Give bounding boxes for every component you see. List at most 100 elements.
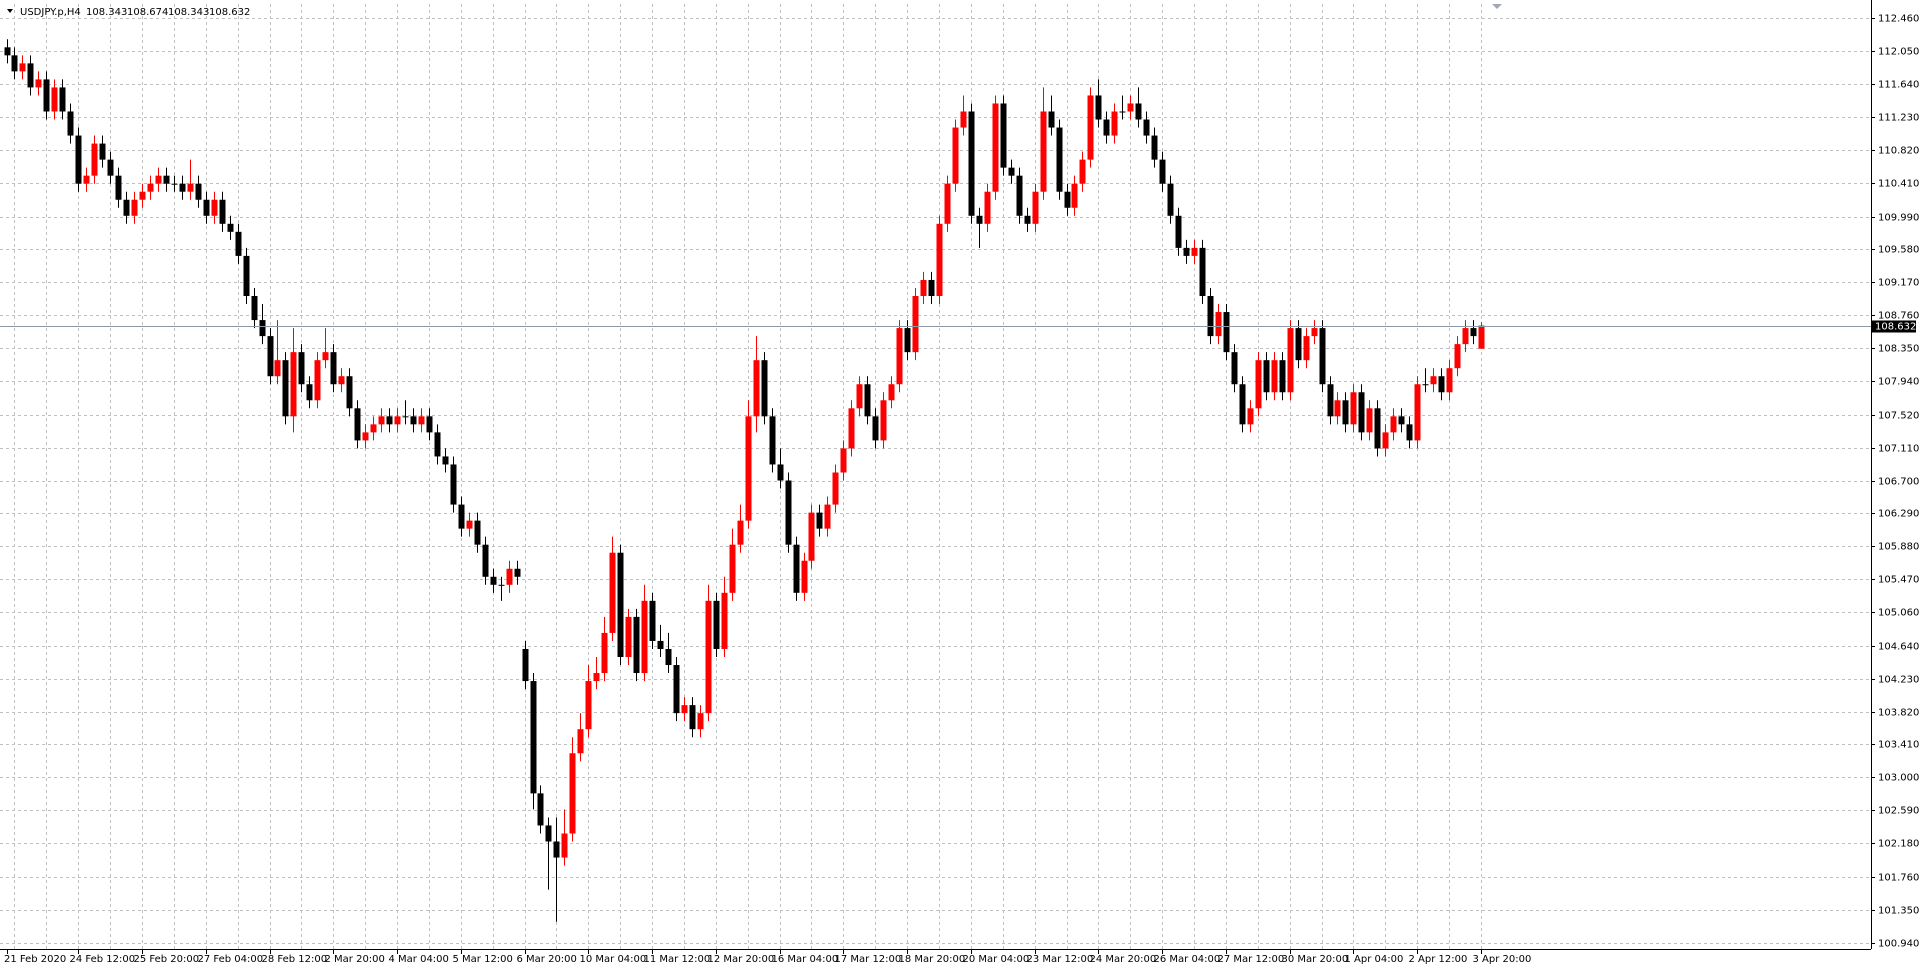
candle-body [1287, 328, 1294, 393]
candle-body [290, 352, 297, 417]
candle-body [896, 328, 903, 385]
candle-body [1454, 344, 1461, 369]
candle-body [729, 544, 736, 593]
candle-body [370, 424, 377, 433]
candle-body [920, 279, 927, 297]
candle-body [928, 279, 935, 297]
candle-body [1279, 360, 1286, 393]
ohlc-high: 108.674 [127, 7, 168, 18]
candle-body [649, 600, 656, 641]
candle-body [1446, 368, 1453, 393]
candle-body [633, 616, 640, 674]
y-tick-label: 109.170 [1878, 278, 1919, 289]
candle-body [1183, 247, 1190, 256]
x-tick-label: 24 Mar 20:00 [1090, 954, 1157, 965]
candle-body [1374, 408, 1381, 449]
candle-body [705, 600, 712, 714]
candle-body [824, 504, 831, 529]
candle-body [1175, 215, 1182, 248]
candle-body [984, 191, 991, 224]
candle-body [657, 640, 664, 649]
candle-body [410, 416, 417, 425]
candle-body [91, 143, 98, 176]
y-tick-label: 107.110 [1878, 444, 1919, 455]
candle-body [386, 416, 393, 425]
x-tick-label: 16 Mar 04:00 [772, 954, 839, 965]
candle-body [753, 360, 760, 417]
candle-body [944, 183, 951, 224]
candle-body [1135, 103, 1142, 120]
candle-body [354, 408, 361, 441]
candle-body [482, 544, 489, 577]
y-tick-label: 112.460 [1878, 14, 1919, 25]
candle-body [346, 376, 353, 409]
candle-body [1167, 183, 1174, 216]
candle-body [1191, 247, 1198, 256]
ohlc-open: 108.343 [86, 7, 127, 18]
candle-body [681, 705, 688, 714]
y-tick-label: 105.880 [1878, 542, 1919, 553]
candle-body [1350, 392, 1357, 425]
y-tick-label: 110.410 [1878, 179, 1919, 190]
y-tick-label: 110.820 [1878, 146, 1919, 157]
x-tick-label: 18 Mar 20:00 [899, 954, 966, 965]
candle-body [1263, 360, 1270, 393]
candle-body [498, 584, 505, 586]
candle-body [402, 416, 409, 418]
candle-body [992, 103, 999, 192]
candle-body [83, 175, 90, 184]
y-tick-label: 106.700 [1878, 477, 1919, 488]
candle-body [1064, 191, 1071, 208]
bid-label: 108.632 [1875, 322, 1916, 333]
x-tick-label: 5 Mar 12:00 [453, 954, 513, 965]
y-tick-label: 109.990 [1878, 213, 1919, 224]
candle-body [1151, 135, 1158, 160]
y-tick-label: 108.350 [1878, 344, 1919, 355]
candle-body [274, 360, 281, 377]
candle-body [1342, 400, 1349, 425]
candle-body [442, 456, 449, 465]
candle-body [1462, 328, 1469, 345]
candle-body [19, 63, 26, 72]
candle-body [107, 159, 114, 176]
candle-body [1071, 183, 1078, 208]
candle-body [952, 127, 959, 184]
candle-body [1406, 424, 1413, 441]
candle-body [514, 568, 521, 577]
y-tick-label: 103.000 [1878, 773, 1919, 784]
candle-body [322, 352, 329, 361]
candle-body [577, 729, 584, 754]
candle-body [1103, 119, 1110, 136]
menu-arrow[interactable] [7, 9, 13, 13]
grid [0, 4, 1871, 949]
candle-body [872, 416, 879, 441]
x-tick-label: 11 Mar 12:00 [644, 954, 711, 965]
y-tick-label: 100.940 [1878, 939, 1919, 950]
candle-body [848, 408, 855, 449]
candle-body [801, 560, 808, 593]
candle-body [51, 87, 58, 112]
x-tick-label: 28 Feb 12:00 [262, 954, 328, 965]
candle-body [609, 552, 616, 633]
candle-body [115, 175, 122, 200]
candle-body [777, 464, 784, 481]
x-tick-label: 17 Mar 12:00 [835, 954, 902, 965]
candle-body [641, 600, 648, 674]
candle-body [35, 79, 42, 88]
candle-body [4, 47, 11, 56]
x-tick-label: 27 Feb 04:00 [198, 954, 264, 965]
candle-body [187, 183, 194, 192]
candle-body [1207, 296, 1214, 337]
candle-body [139, 191, 146, 200]
candle-body [1319, 328, 1326, 385]
candle-body [673, 665, 680, 714]
y-tick-label: 101.760 [1878, 873, 1919, 884]
candle-body [936, 223, 943, 297]
candle-body [1334, 400, 1341, 417]
candle-body [745, 416, 752, 521]
candle-body [418, 416, 425, 425]
candle-body [171, 183, 178, 185]
candle-body [1358, 392, 1365, 433]
x-tick-label: 4 Mar 04:00 [389, 954, 449, 965]
